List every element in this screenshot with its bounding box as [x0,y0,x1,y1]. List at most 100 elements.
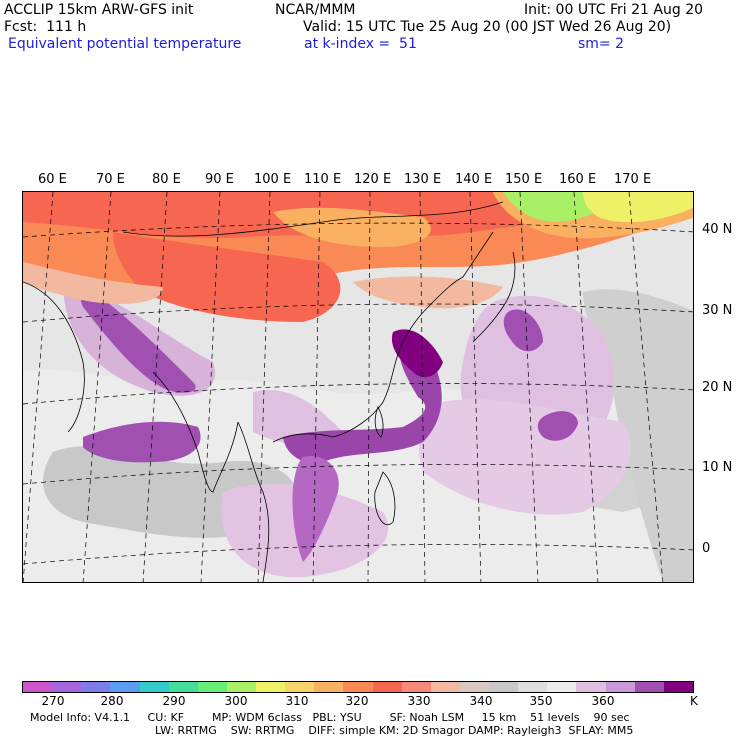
colorbar-cell [634,682,664,692]
lat-label-20n: 20 N [702,380,733,395]
level-index: at k-index = 51 [304,36,417,52]
model-info-line2: LW: RRTMG SW: RRTMG DIFF: simple KM: 2D … [155,724,634,737]
colorbar-label-350: 350 [529,694,553,708]
salmon-field-north-china [353,276,503,309]
init-time: Init: 00 UTC Fri 21 Aug 20 [524,2,704,18]
colorbar-label-360: 360 [591,694,615,708]
colorbar-label-330: 330 [407,694,431,708]
colorbar-label-340: 340 [469,694,493,708]
colorbar-label-300: 300 [224,694,248,708]
colorbar-cell [226,682,256,692]
lon-label-130e: 130 E [404,172,442,187]
coastline-korea [432,231,494,303]
institution-label: NCAR/MMM [275,2,356,18]
colorbar-cell [372,682,402,692]
colorbar-cell [23,682,53,692]
lon-label-110e: 110 E [304,172,342,187]
colorbar-label-270: 270 [41,694,65,708]
colorbar-label-280: 280 [100,694,124,708]
parallel-20n [23,383,693,405]
colorbar-label-310: 310 [285,694,309,708]
colorbar-cell [576,682,606,692]
colorbar-label-320: 320 [345,694,369,708]
model-info-line1: Model Info: V4.1.1 CU: KF MP: WDM 6class… [30,711,630,724]
valid-time: Valid: 15 UTC Tue 25 Aug 20 (00 JST Wed … [303,19,672,35]
forecast-hour: Fcst: 111 h [4,19,87,35]
colorbar-cell [459,682,489,692]
lon-label-140e: 140 E [455,172,493,187]
lat-label-10n: 10 N [702,460,733,475]
meridian-70e [82,192,112,582]
lon-label-120e: 120 E [354,172,392,187]
lon-label-100e: 100 E [254,172,292,187]
lon-label-150e: 150 E [505,172,543,187]
orange-field-mongolia [273,207,431,247]
lat-label-0: 0 [702,541,711,556]
meridian-130e [419,192,426,582]
purple-band-south-china-sea [292,456,339,562]
lon-label-80e: 80 E [152,172,181,187]
smoothing-value: sm= 2 [578,36,625,52]
colorbar-cell [256,682,286,692]
purple-core-central-pacific [537,411,578,441]
border-northern [122,201,504,237]
lat-label-40n: 40 N [702,222,733,237]
purple-core-east-china-sea [391,329,443,378]
colorbar-cell [168,682,198,692]
colorbar [22,681,694,693]
field-name: Equivalent potential temperature [8,36,242,52]
colorbar-cell [605,682,635,692]
lon-label-160e: 160 E [559,172,597,187]
colorbar-label-290: 290 [162,694,186,708]
meridian-80e [142,192,168,582]
purple-band-bay-of-bengal [83,421,201,463]
colorbar-cell [197,682,227,692]
colorbar-cell [139,682,169,692]
lon-label-70e: 70 E [96,172,125,187]
meridian-160e [573,192,599,582]
coastline-taiwan [374,406,384,438]
meridian-60e [23,192,54,582]
graticule [23,192,693,582]
equivalent-potential-temperature-map [23,192,693,582]
colorbar-cell [81,682,111,692]
colorbar-cell [52,682,82,692]
parallel-40n [23,222,693,238]
colorbar-cell [547,682,577,692]
coastline-india [152,371,239,493]
salmon-field-west [23,262,163,304]
parallel-30n [23,303,693,323]
colorbar-cell [518,682,548,692]
lon-label-90e: 90 E [205,172,234,187]
purple-band-east-asia [283,331,442,464]
colorbar-cell [663,682,693,692]
coastline-china [272,301,434,443]
yellow-field-siberia [583,192,693,223]
coastline-japan [472,251,516,343]
map-panel [22,191,694,583]
meridian-100e [257,192,271,582]
meridian-110e [312,192,321,582]
colorbar-cell [314,682,344,692]
lon-label-170e: 170 E [614,172,652,187]
colorbar-cell [285,682,315,692]
meridian-150e [519,192,539,582]
purple-band-himalaya [81,291,196,393]
colorbar-cell [430,682,460,692]
meridian-120e [367,192,371,582]
purple-core-north-pacific [503,309,543,352]
parallel-0 [23,544,693,565]
meridian-170e [628,192,664,582]
mauve-field-philippine-sea [419,399,631,515]
meridian-140e [469,192,482,582]
lat-label-30n: 30 N [702,303,733,318]
model-title: ACCLIP 15km ARW-GFS init [4,2,194,18]
red-field-tibet [113,232,341,322]
colorbar-cell [489,682,519,692]
colorbar-unit: K [690,694,698,708]
colorbar-cell [110,682,140,692]
colorbar-cell [343,682,373,692]
colorbar-cell [401,682,431,692]
coastline-indochina [237,421,270,582]
coastline-philippines [374,471,396,525]
